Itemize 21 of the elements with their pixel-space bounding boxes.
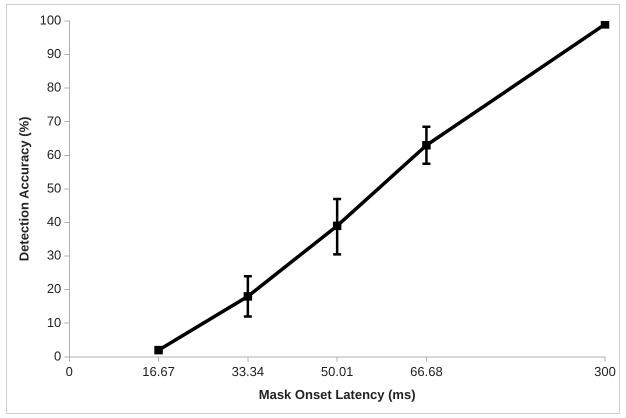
- y-tick-label: 70: [46, 113, 62, 128]
- y-tick-label: 90: [46, 46, 62, 62]
- x-tick-label: 33.34: [232, 364, 264, 380]
- x-axis-title: Mask Onset Latency (ms): [258, 386, 416, 402]
- y-tick-label: 60: [46, 146, 62, 162]
- y-tick-label: 20: [46, 281, 62, 296]
- x-tick-label: 0: [66, 364, 73, 380]
- y-tick-label: 30: [46, 248, 62, 263]
- x-tick-label: 16.67: [142, 364, 175, 380]
- x-tick-label: 66.68: [410, 364, 443, 380]
- y-tick-label: 10: [46, 314, 62, 330]
- point: [154, 346, 163, 354]
- x-tick-label: 50.01: [320, 364, 354, 380]
- y-tick-label: 100: [40, 12, 62, 28]
- y-tick-label: 80: [46, 80, 62, 95]
- y-tick-label: 40: [46, 214, 62, 230]
- y-tick-label: 0: [54, 348, 62, 364]
- y-tick-label: 50: [46, 180, 62, 196]
- y-axis-title: Detection Accuracy (%): [16, 116, 32, 262]
- x-tick-label: 300: [594, 364, 616, 380]
- point: [600, 21, 610, 29]
